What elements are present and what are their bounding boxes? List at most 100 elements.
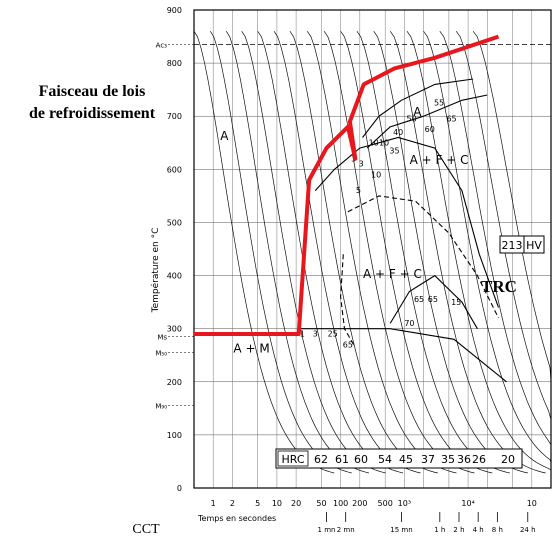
bainite-start-line — [347, 195, 499, 319]
curve-number: 65 — [343, 340, 353, 349]
transformation-lines — [298, 78, 507, 383]
curve-number: 40 — [393, 128, 403, 137]
x-time-label: 1 h — [434, 526, 445, 534]
x-tick-label: 200 — [352, 499, 367, 508]
cooling-curve — [406, 30, 551, 473]
cooling-curve — [323, 31, 475, 474]
hv-box: 213 HV — [499, 235, 545, 254]
trc-annotation: TRC — [481, 277, 517, 296]
y-tick-label: 300 — [167, 325, 182, 334]
bainite-dashed-left — [340, 254, 355, 345]
hrc-label-frame — [277, 450, 309, 467]
x-tick-label: 1 — [211, 499, 216, 508]
x-tick-label: 20 — [291, 499, 301, 508]
phase-label: A — [413, 105, 422, 119]
cooling-curve — [289, 31, 438, 474]
x-axis-label: Temps en secondes — [197, 514, 276, 523]
martensite-line — [298, 328, 507, 383]
curve-number: 35 — [389, 146, 399, 155]
x-tick-label: 5 — [255, 499, 260, 508]
y-tick-label: 200 — [167, 378, 182, 387]
curve-number: 65 — [428, 295, 438, 304]
y-axis: 0 100 200 300 400 500 600 700 800 900 Ac₃ Ms M₅₀ M₉₀ — [155, 6, 194, 493]
hv-unit: HV — [526, 239, 542, 252]
y-marker-label: M₉₀ — [155, 403, 167, 411]
x-time-label: 2 mn — [337, 526, 355, 534]
curve-number: 10 — [371, 170, 381, 179]
curve-number: 15 — [451, 298, 461, 307]
y-tick-label: 600 — [167, 165, 182, 174]
cooling-curve — [340, 31, 493, 474]
curve-number: 10 — [369, 138, 379, 147]
hrc-box-frame — [275, 448, 523, 469]
hrc-value: 26 — [472, 453, 486, 466]
y-tick-label: 900 — [167, 6, 182, 15]
bundle-annotation-line2: de refroidissement — [29, 105, 156, 122]
x-tick-label: 500 — [378, 499, 393, 508]
bainite-bay-line — [389, 274, 478, 329]
curve-number: 65 — [446, 115, 456, 124]
phase-label: A — [220, 129, 229, 143]
y-tick-label: 100 — [167, 431, 182, 440]
curve-number: 55 — [434, 99, 444, 108]
y-marker-label: M₅₀ — [155, 350, 167, 358]
curve-number: 1 — [300, 330, 305, 339]
curve-number: 60 — [425, 125, 435, 134]
cooling-law-line — [194, 34, 500, 336]
x-axis: 1 2 5 10 20 50 100 200 500 10³ 10⁴ 10 1 mn 2 mn 15 mn 1… — [211, 499, 537, 534]
x-time-label: 8 h — [492, 526, 503, 534]
hrc-value: 45 — [399, 453, 413, 466]
cooling-law-series — [194, 34, 500, 336]
curve-number: 50 — [407, 115, 417, 124]
x-tick-label: 10³ — [398, 499, 411, 508]
hrc-value: 35 — [441, 453, 455, 466]
plot-frame — [193, 9, 552, 489]
x-time-label: 4 h — [473, 526, 484, 534]
x-tick-label: 50 — [316, 499, 326, 508]
phase-labels: A A A + F + C A + F + C A + M — [220, 105, 468, 355]
cct-annotation: CCT — [132, 522, 160, 537]
x-time-label: 1 mn — [318, 526, 336, 534]
x-time-label: 2 h — [453, 526, 464, 534]
hrc-value: 36 — [457, 453, 471, 466]
y-tick-label: 0 — [177, 484, 182, 493]
cooling-curve — [194, 31, 335, 474]
curve-number: 10 — [379, 138, 389, 147]
y-tick-label: 700 — [167, 112, 182, 121]
hrc-label: HRC — [281, 453, 304, 466]
hrc-value: 37 — [421, 453, 435, 466]
phase-label: A + F + C — [410, 153, 469, 167]
cooling-curves — [194, 30, 551, 474]
hv-value: 213 — [502, 239, 523, 252]
x-tick-label: 10⁴ — [461, 499, 474, 508]
cooling-curve — [210, 31, 352, 474]
y-marker-label: Ac₃ — [156, 42, 168, 50]
x-tick-label: 100 — [333, 499, 348, 508]
y-tick-label: 400 — [167, 272, 182, 281]
hrc-value: 20 — [501, 453, 515, 466]
curve-number: 70 — [404, 319, 414, 328]
pearlite-line — [314, 136, 500, 308]
hrc-value: 61 — [335, 453, 349, 466]
bundle-annotation-line1: Faisceau de lois — [39, 83, 146, 100]
y-marker-label: Ms — [157, 334, 167, 342]
hrc-value: 62 — [314, 453, 328, 466]
x-tick-label: 2 — [230, 499, 235, 508]
y-tick-label: 500 — [167, 218, 182, 227]
x-tick-label: 10 — [527, 499, 537, 508]
hrc-value: 54 — [378, 453, 392, 466]
cooling-curve — [307, 31, 457, 474]
ferrite-end-line — [366, 94, 488, 149]
curve-number: 25 — [328, 330, 338, 339]
x-time-label: 24 h — [520, 526, 536, 534]
x-tick-label: 10 — [272, 499, 282, 508]
hardness-box: HRC 62 61 60 54 45 37 35 36 26 20 — [275, 448, 523, 469]
cooling-curve — [356, 31, 510, 474]
curve-number: 65 — [414, 295, 424, 304]
curve-number: 3 — [359, 160, 364, 169]
curve-number: 5 — [356, 186, 361, 195]
phase-label: A + M — [233, 342, 269, 356]
ferrite-start-line — [362, 78, 474, 138]
